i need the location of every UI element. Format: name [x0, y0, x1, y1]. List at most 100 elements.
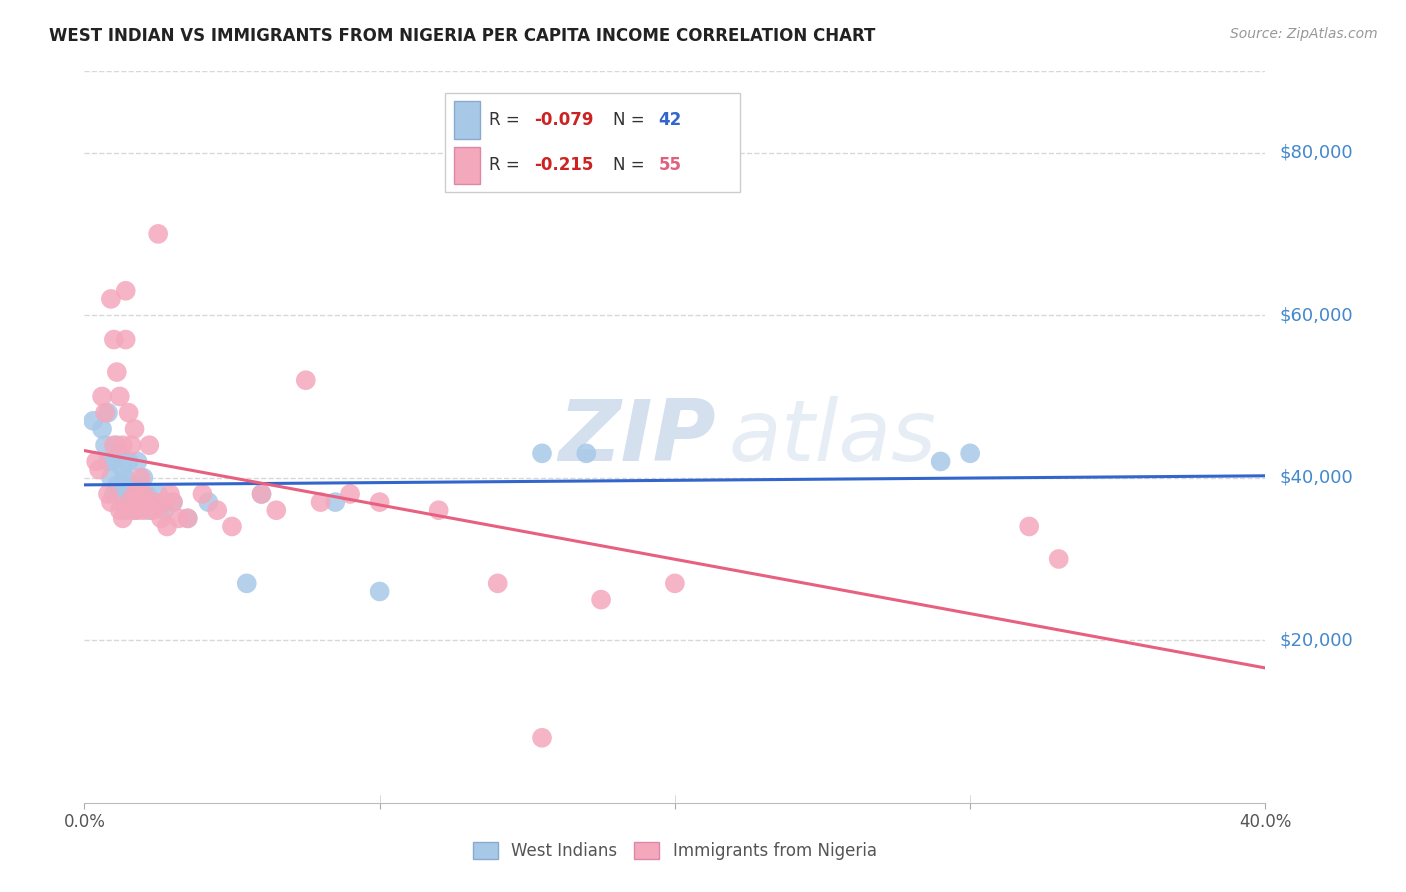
Point: [132, 471, 155, 485]
Point: [138, 503, 160, 517]
Text: -0.079: -0.079: [534, 111, 593, 129]
Point: [221, 519, 243, 533]
Point: [191, 487, 214, 501]
Point: [325, 495, 347, 509]
Point: [148, 487, 170, 501]
Point: [124, 487, 146, 501]
Point: [124, 503, 146, 517]
Point: [531, 731, 554, 745]
Point: [114, 503, 136, 517]
Text: R =: R =: [489, 156, 526, 175]
Point: [124, 422, 146, 436]
Point: [91, 389, 114, 403]
Text: ZIP: ZIP: [558, 395, 716, 479]
Point: [127, 503, 149, 517]
Point: [250, 487, 273, 501]
Point: [153, 495, 176, 509]
Point: [111, 511, 134, 525]
Point: [94, 406, 117, 420]
Point: [97, 487, 120, 501]
Point: [132, 503, 155, 517]
Point: [103, 333, 125, 347]
Text: N =: N =: [613, 156, 651, 175]
Point: [97, 406, 120, 420]
Point: [132, 487, 155, 501]
Point: [105, 438, 128, 452]
Bar: [454, 146, 479, 184]
Point: [103, 454, 125, 468]
Point: [929, 454, 952, 468]
Point: [100, 292, 122, 306]
Text: WEST INDIAN VS IMMIGRANTS FROM NIGERIA PER CAPITA INCOME CORRELATION CHART: WEST INDIAN VS IMMIGRANTS FROM NIGERIA P…: [49, 27, 876, 45]
Point: [132, 495, 155, 509]
Text: -0.215: -0.215: [534, 156, 593, 175]
Point: [129, 479, 152, 493]
Point: [111, 487, 134, 501]
Point: [97, 454, 120, 468]
Bar: [454, 101, 479, 139]
Point: [103, 487, 125, 501]
Point: [94, 438, 117, 452]
Point: [295, 373, 318, 387]
Point: [197, 495, 219, 509]
Point: [207, 503, 229, 517]
Point: [1018, 519, 1040, 533]
Point: [118, 487, 141, 501]
Point: [82, 414, 104, 428]
Text: $20,000: $20,000: [1279, 632, 1353, 649]
Text: 55: 55: [658, 156, 682, 175]
Point: [250, 487, 273, 501]
Point: [121, 503, 143, 517]
Point: [138, 438, 160, 452]
Point: [135, 487, 157, 501]
Point: [100, 495, 122, 509]
Point: [177, 511, 200, 525]
Point: [162, 495, 184, 509]
Point: [148, 227, 170, 241]
Point: [100, 471, 122, 485]
Point: [339, 487, 361, 501]
Text: $80,000: $80,000: [1279, 144, 1353, 161]
Point: [111, 438, 134, 452]
Point: [108, 479, 131, 493]
Point: [127, 454, 149, 468]
Point: [114, 284, 136, 298]
Point: [111, 462, 134, 476]
Point: [121, 479, 143, 493]
Point: [150, 511, 173, 525]
Point: [143, 495, 166, 509]
Point: [167, 511, 190, 525]
Point: [114, 471, 136, 485]
Point: [127, 495, 149, 509]
Point: [118, 454, 141, 468]
Point: [159, 487, 181, 501]
Point: [108, 389, 131, 403]
Point: [124, 487, 146, 501]
Point: [103, 438, 125, 452]
Point: [1047, 552, 1070, 566]
Point: [127, 487, 149, 501]
Point: [575, 446, 598, 460]
Point: [129, 471, 152, 485]
Text: 42: 42: [658, 111, 682, 129]
Point: [427, 503, 450, 517]
Point: [118, 495, 141, 509]
Point: [91, 422, 114, 436]
Point: [118, 406, 141, 420]
Point: [121, 438, 143, 452]
Point: [368, 495, 391, 509]
Text: R =: R =: [489, 111, 526, 129]
Text: $40,000: $40,000: [1279, 468, 1353, 487]
FancyBboxPatch shape: [444, 94, 740, 192]
Point: [309, 495, 332, 509]
Point: [486, 576, 509, 591]
Point: [108, 446, 131, 460]
Point: [177, 511, 200, 525]
Text: Source: ZipAtlas.com: Source: ZipAtlas.com: [1230, 27, 1378, 41]
Point: [84, 454, 107, 468]
Point: [114, 333, 136, 347]
Point: [591, 592, 613, 607]
Text: $60,000: $60,000: [1279, 306, 1353, 324]
Point: [135, 495, 157, 509]
Point: [664, 576, 686, 591]
